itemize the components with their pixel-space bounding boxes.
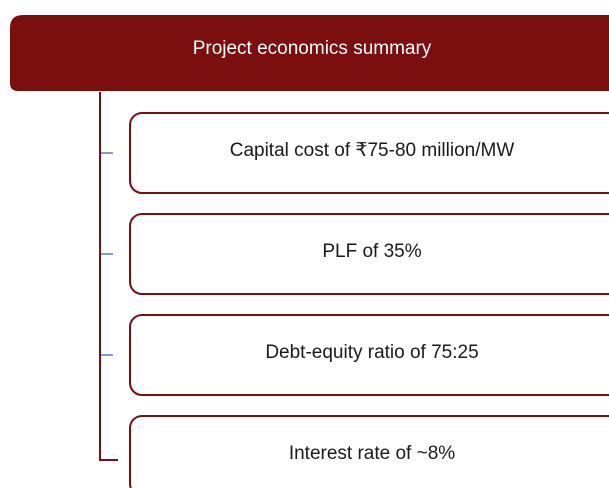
item-box — [129, 415, 609, 488]
header-bar — [10, 15, 609, 91]
item-list: Capital cost of ₹75-80 million/MW PLF of … — [101, 112, 609, 488]
item-label: Interest rate of ~8% — [289, 443, 455, 464]
item-box — [129, 213, 609, 295]
item-label: Debt-equity ratio of 75:25 — [265, 342, 478, 363]
item-label: PLF of 35% — [322, 241, 421, 262]
item-box — [129, 112, 609, 194]
item-label: Capital cost of ₹75-80 million/MW — [230, 140, 515, 161]
header-title: Project economics summary — [193, 38, 432, 59]
item-box — [129, 314, 609, 396]
connector — [99, 92, 118, 461]
